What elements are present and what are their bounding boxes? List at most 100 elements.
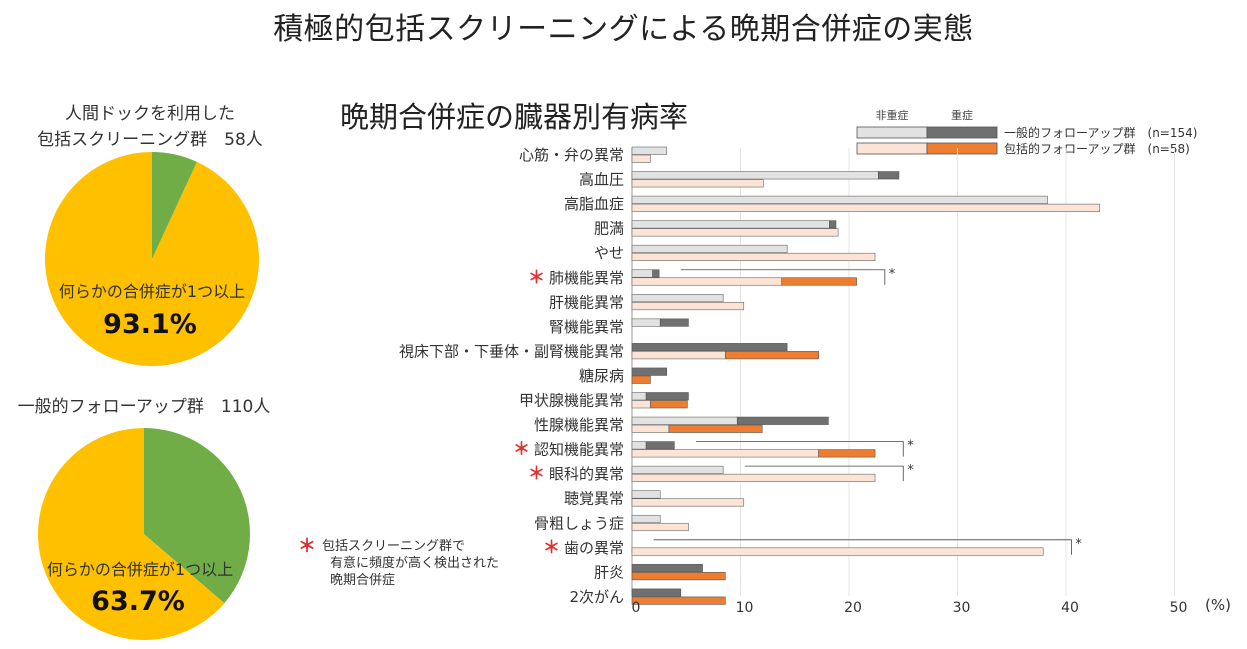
significance-mark: * [1075,537,1082,552]
x-axis-ticks: 0 10 20 30 40 50 [632,600,1188,616]
bar-mild [631,293,724,303]
significance-bracket [653,539,1072,555]
bar-mild [631,318,661,327]
pie2-label: 何らかの合併症が1つ以上 [47,560,233,579]
category-label: 肝炎 [594,563,624,581]
bar-chart: 晩期合併症の臓器別有病率 非重症 重症 一般的フォローアップ群 (n=154) … [298,100,1231,616]
category-star: ＊ [528,464,545,484]
pie2-percent: 63.7% [91,586,185,617]
legend-header-mild: 非重症 [876,108,909,122]
legend-header-severe: 重症 [951,108,973,122]
bar-mild [631,498,745,507]
pie1-percent: 93.1% [103,309,197,340]
bars: * * * * [631,146,1100,605]
legend-swatch-comprehensive-mild [856,142,928,155]
bar-mild [631,269,653,278]
category-label: 2次がん [569,588,624,606]
bar-mild [631,416,738,425]
footnote: ＊ 包括スクリーニング群で 有意に頻度が高く検出された 晩期合併症 [298,536,499,588]
bar-mild [631,490,661,499]
bar-severe [877,171,900,180]
x-tick-label: 0 [632,600,641,616]
bar-severe [818,449,876,458]
category-label: 甲状腺機能異常 [519,392,624,410]
bar-mild [631,146,668,155]
bar-mild [631,465,724,474]
bar-severe [631,596,726,605]
bar-mild [631,228,839,237]
category-star: ＊ [543,538,560,558]
pie2-title: 一般的フォローアップ群 110人 [18,397,271,417]
category-label: 認知機能異常 [534,441,624,459]
significance-mark: * [907,463,914,478]
footnote-line3: 晩期合併症 [330,573,395,588]
bar-mild [631,392,647,401]
bar-mild [631,441,647,450]
x-axis-unit: (%) [1205,596,1231,614]
bar-mild [631,301,745,311]
significance-mark: * [889,267,896,282]
x-tick-label: 10 [736,600,754,616]
pie1-title-line1: 人間ドックを利用した [65,104,235,124]
category-label: 高脂血症 [564,195,624,213]
x-tick-label: 30 [953,600,971,616]
category-star: ＊ [528,268,545,288]
bar-severe [650,400,688,409]
bar-severe [631,375,651,384]
bar-severe [659,318,689,327]
bar-chart-title: 晩期合併症の臓器別有病率 [340,100,688,134]
category-label: 歯の異常 [564,539,624,557]
bar-severe [631,367,668,376]
bar-mild [631,244,788,253]
bar-mild [631,277,783,286]
bar-mild [631,220,830,229]
pie1-label: 何らかの合併症が1つ以上 [59,282,245,301]
category-label: 肥満 [594,220,624,238]
bar-severe [631,588,682,597]
legend-swatch-comprehensive-severe [926,142,998,155]
legend-entry-general: 一般的フォローアップ群 (n=154) [1004,125,1197,140]
category-label: 性腺機能異常 [534,416,624,434]
category-label: 糖尿病 [579,367,624,385]
bar-mild [631,252,876,261]
significance-bracket [696,441,904,457]
category-label: 腎機能異常 [549,318,624,336]
category-label: 肝機能異常 [549,293,624,311]
category-label: 肺機能異常 [549,269,624,287]
category-label: 聴覚異常 [564,490,624,508]
bar-severe [725,351,819,360]
category-label: 高血圧 [579,171,624,189]
bar-mild [631,195,1048,204]
pie1-title-line2: 包括スクリーニング群 58人 [37,130,263,150]
pie2-slice-main [37,428,225,640]
pie-chart-comprehensive: 人間ドックを利用した 包括スクリーニング群 58人 何らかの合併症が1つ以上 9… [37,104,263,366]
footnote-line2: 有意に頻度が高く検出された [330,555,499,571]
bar-severe [829,220,837,229]
bar-mild [631,522,689,532]
legend: 非重症 重症 一般的フォローアップ群 (n=154) 包括的フォローアップ群 (… [856,108,1197,156]
significance-bracket [744,465,904,482]
grid-lines [740,148,1175,596]
bar-severe [645,392,689,401]
pie1-slice-rest [152,152,197,259]
pie2-slice-rest [144,428,250,604]
legend-swatch-general-mild [856,126,928,139]
legend-swatch-general-severe [926,126,998,139]
bar-mild [631,351,726,360]
footnote-line1: 包括スクリーニング群で [322,539,465,554]
bar-severe [652,269,660,278]
bar-mild [631,203,1100,212]
category-label: 視床下部・下垂体・副腎機能異常 [399,342,624,360]
bar-severe [631,343,788,352]
bar-mild [631,179,764,188]
bar-mild [631,424,670,433]
category-star: ＊ [513,440,530,460]
bar-mild [631,514,661,524]
significance-mark: * [907,439,914,454]
bar-severe [781,277,857,286]
bar-severe [631,564,703,573]
bar-mild [631,547,1044,556]
bar-mild [631,400,651,409]
bar-mild [631,449,819,458]
